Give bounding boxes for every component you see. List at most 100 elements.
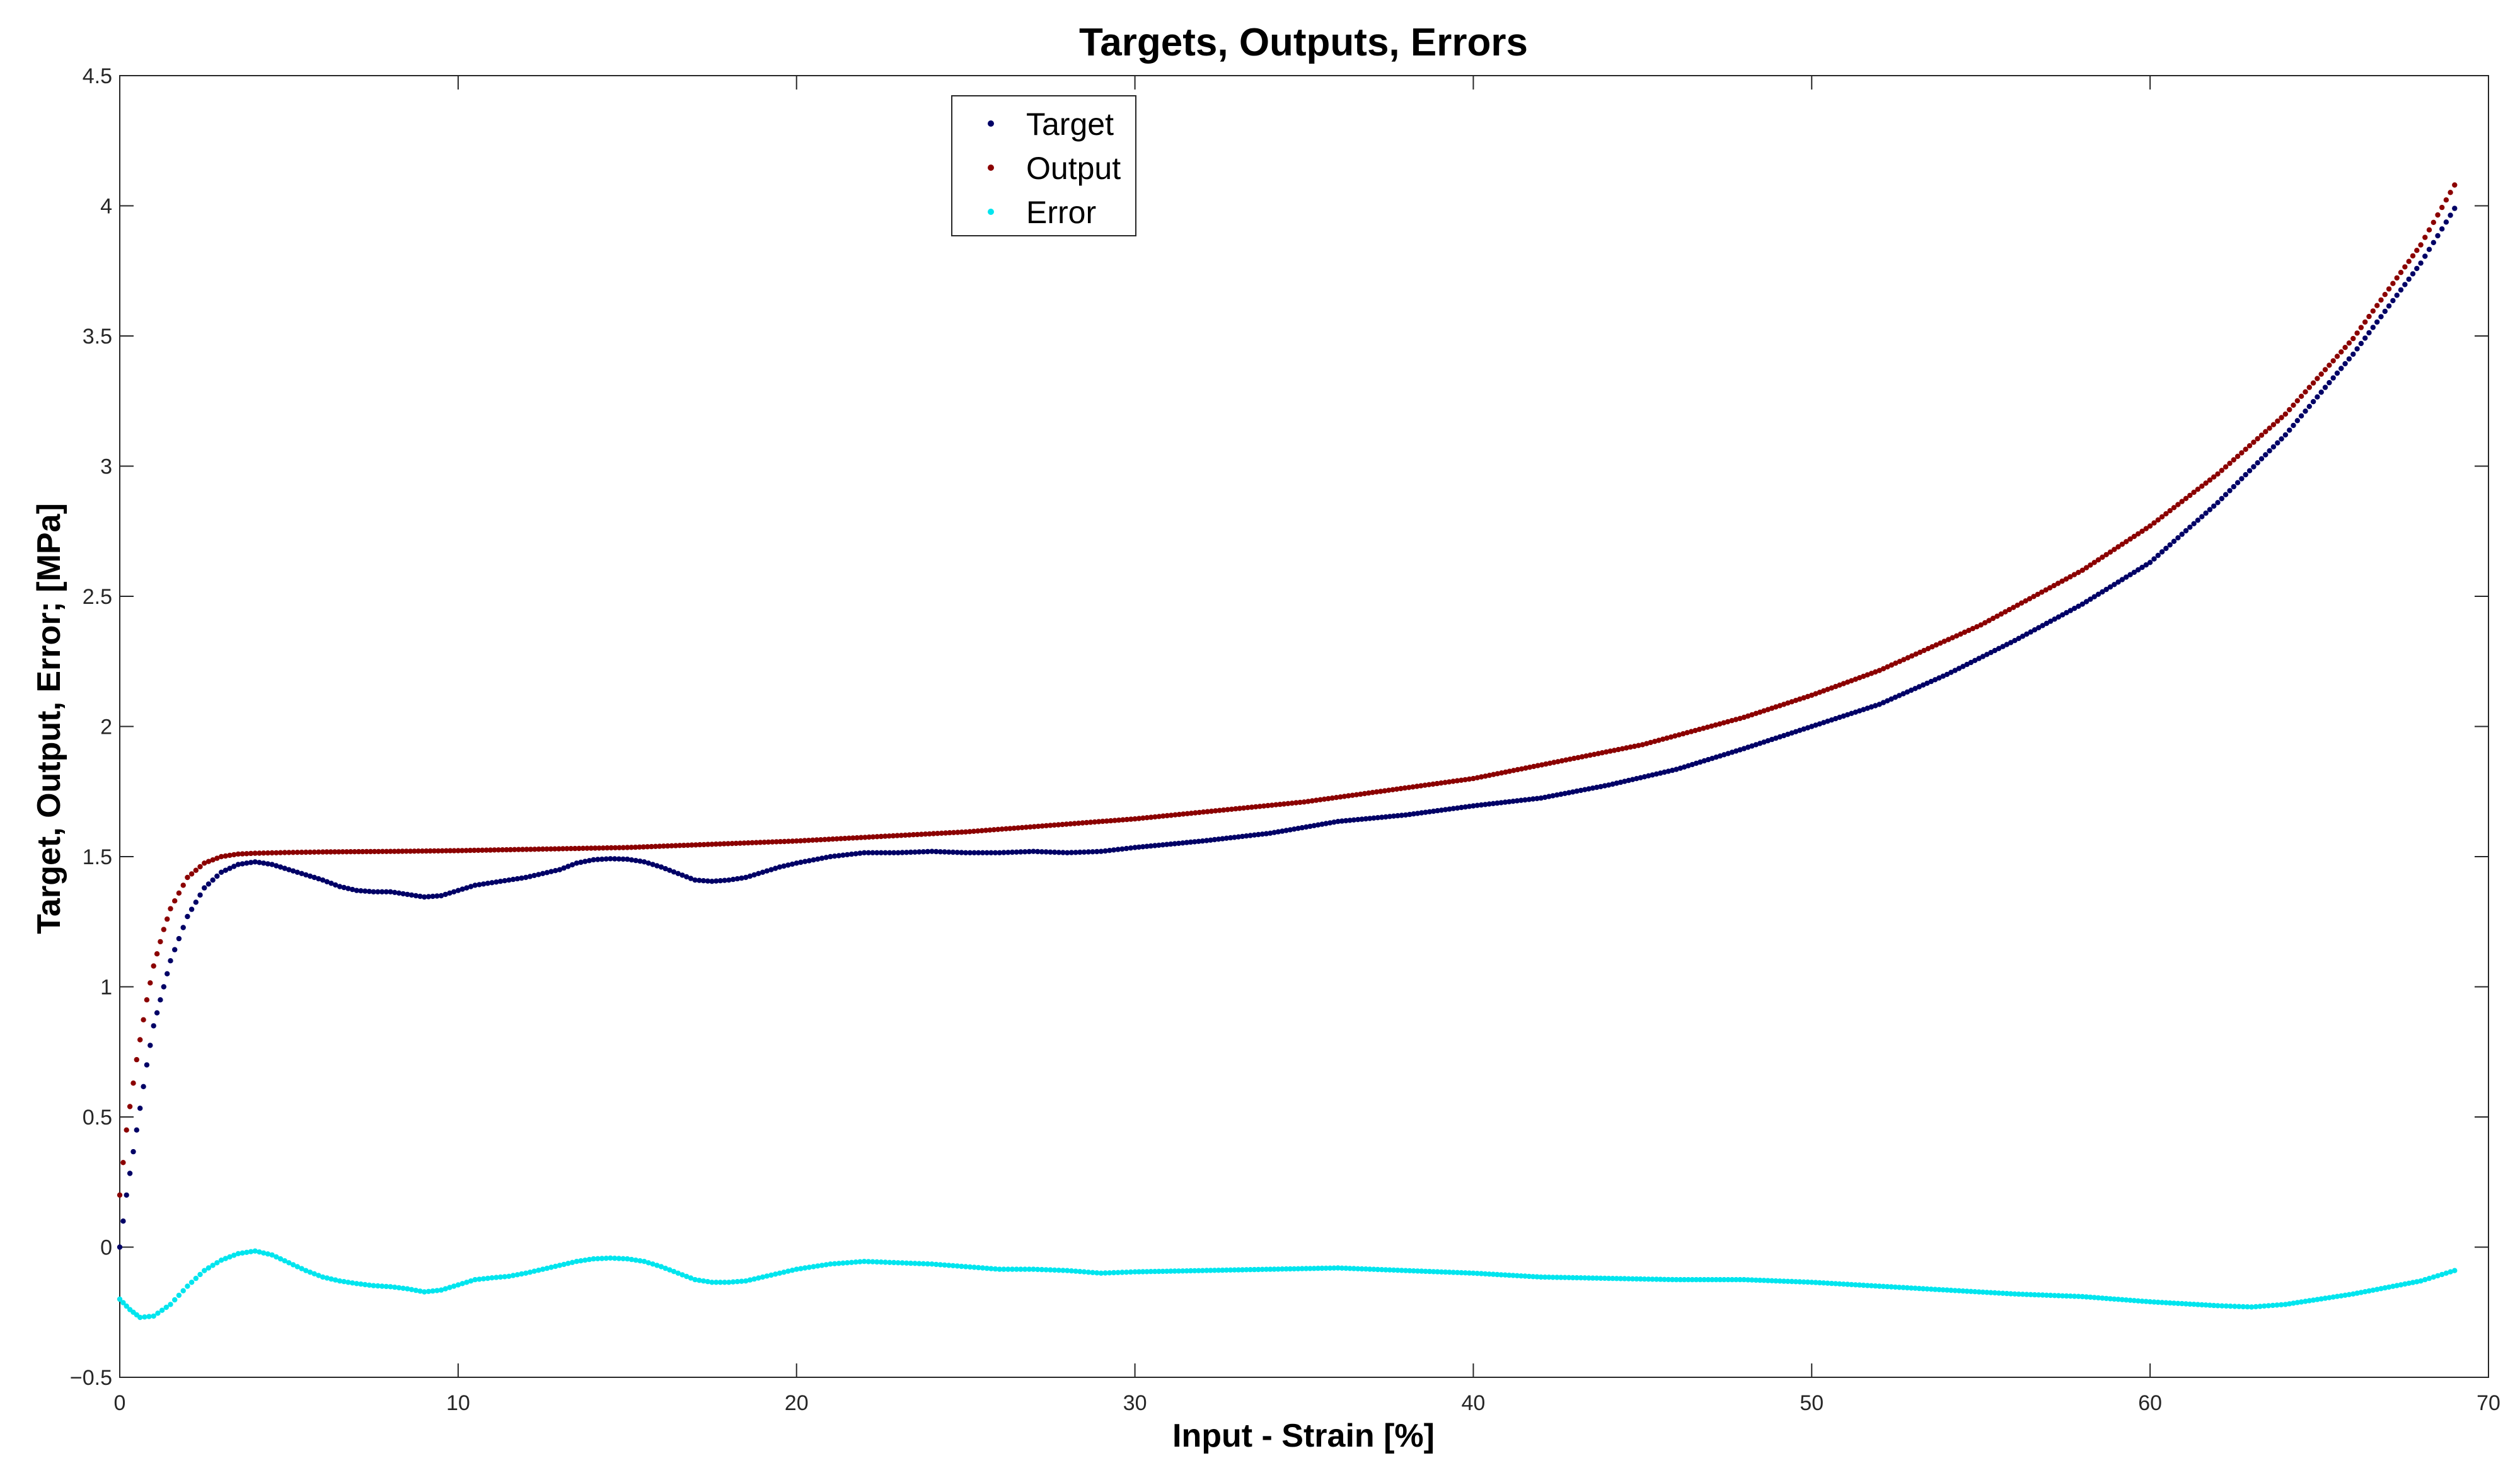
data-point-output — [400, 848, 405, 854]
data-point-output — [870, 834, 876, 840]
data-point-target — [2079, 601, 2085, 607]
data-point-output — [1627, 744, 1633, 750]
data-point-target — [438, 893, 444, 899]
data-point-target — [1426, 809, 1433, 815]
data-point-target — [2334, 370, 2340, 376]
data-point-output — [1221, 807, 1227, 813]
data-point-error — [2439, 1271, 2445, 1278]
data-point-error — [717, 1280, 724, 1285]
data-point-error — [1478, 1271, 1484, 1276]
data-point-error — [1056, 1268, 1062, 1273]
data-point-output — [2199, 483, 2205, 489]
data-point-error — [2366, 1288, 2372, 1294]
data-point-target — [1390, 813, 1397, 819]
data-point-target — [151, 1023, 156, 1029]
data-point-target — [760, 869, 766, 876]
data-point-target — [2112, 582, 2117, 587]
data-point-output — [1801, 695, 1806, 701]
data-point-output — [1285, 801, 1291, 807]
data-point-target — [865, 850, 872, 856]
data-point-target — [908, 849, 914, 855]
data-point-output — [2147, 523, 2153, 529]
data-point-error — [1339, 1265, 1345, 1271]
data-point-error — [379, 1283, 385, 1289]
data-point-output — [1479, 774, 1484, 780]
data-point-target — [1912, 686, 1918, 691]
data-point-target — [946, 849, 952, 855]
data-point-target — [544, 870, 550, 876]
data-point-target — [684, 874, 690, 880]
data-point-target — [1729, 749, 1735, 755]
data-point-output — [1459, 777, 1464, 784]
data-point-output — [471, 847, 477, 853]
data-point-target — [1115, 847, 1121, 852]
data-point-error — [400, 1285, 406, 1291]
data-point-output — [1164, 813, 1170, 819]
data-point-output — [628, 845, 634, 850]
data-point-error — [2071, 1293, 2078, 1299]
data-point-error — [569, 1259, 575, 1266]
data-point-output — [1329, 795, 1335, 801]
legend-label-error: Error — [1026, 195, 1096, 230]
data-point-target — [124, 1192, 129, 1198]
data-point-output — [2091, 560, 2097, 565]
data-point-error — [1653, 1276, 1660, 1282]
data-point-output — [2378, 297, 2384, 303]
data-point-error — [2183, 1301, 2189, 1307]
data-point-error — [1685, 1276, 1691, 1283]
legend-box — [951, 95, 1136, 236]
data-point-output — [862, 835, 868, 840]
data-point-output — [427, 848, 433, 854]
data-point-output — [1305, 799, 1311, 804]
data-point-error — [1562, 1275, 1568, 1280]
data-point-target — [2107, 584, 2113, 590]
data-point-target — [333, 882, 338, 888]
data-point-output — [777, 839, 783, 845]
data-point-error — [2195, 1302, 2201, 1307]
data-point-error — [1335, 1265, 1341, 1271]
data-point-error — [637, 1258, 643, 1264]
data-point-output — [1745, 713, 1751, 719]
data-point-error — [1009, 1266, 1015, 1272]
data-point-error — [861, 1259, 867, 1264]
data-point-output — [737, 840, 743, 846]
data-point-output — [1994, 613, 2000, 619]
data-point-output — [2358, 325, 2364, 330]
data-point-error — [1419, 1268, 1425, 1274]
data-point-error — [303, 1268, 309, 1273]
data-point-target — [1566, 790, 1572, 795]
data-point-error — [2211, 1302, 2217, 1309]
data-point-output — [2439, 204, 2445, 211]
data-point-output — [391, 848, 397, 854]
data-point-output — [1072, 821, 1077, 826]
data-point-error — [1073, 1268, 1078, 1274]
data-point-target — [2155, 552, 2161, 558]
data-point-error — [1602, 1275, 1608, 1281]
data-point-target — [400, 891, 406, 897]
data-point-error — [1435, 1269, 1440, 1275]
data-point-target — [1140, 844, 1146, 850]
data-point-error — [1450, 1270, 1456, 1275]
data-point-error — [434, 1288, 440, 1293]
data-point-error — [1861, 1282, 1866, 1288]
data-point-error — [2452, 1268, 2458, 1273]
data-point-error — [848, 1259, 855, 1266]
data-point-error — [442, 1286, 448, 1292]
data-point-error — [1697, 1276, 1703, 1283]
data-point-output — [1228, 806, 1235, 813]
data-point-target — [1355, 817, 1361, 823]
data-point-target — [773, 865, 778, 871]
data-point-output — [1201, 809, 1206, 815]
data-point-target — [1641, 774, 1648, 780]
data-point-target — [1701, 758, 1707, 764]
data-point-target — [722, 877, 727, 883]
data-point-error — [831, 1261, 838, 1267]
y-tick-label: 4.5 — [83, 64, 112, 88]
data-point-error — [628, 1256, 635, 1263]
data-point-output — [1885, 664, 1890, 670]
data-point-output — [1893, 660, 1899, 666]
data-point-error — [751, 1276, 757, 1282]
data-point-target — [252, 859, 258, 865]
data-point-output — [2294, 398, 2300, 403]
data-point-output — [2003, 609, 2008, 615]
